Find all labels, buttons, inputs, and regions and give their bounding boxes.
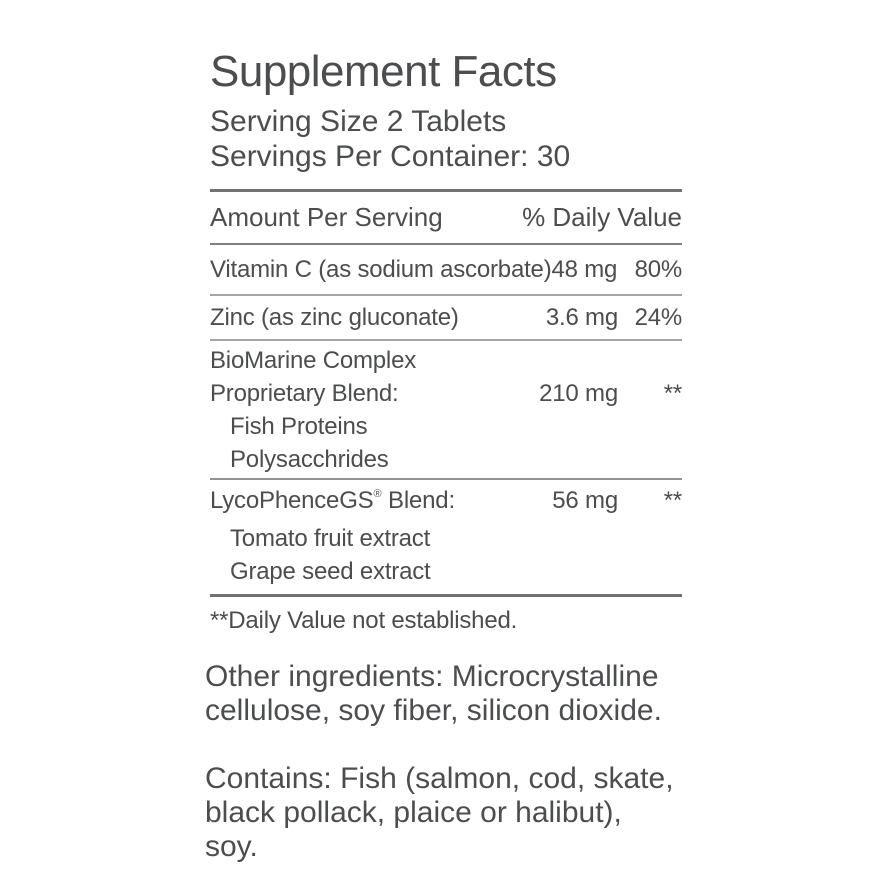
divider-header [210,243,682,245]
divider-row [210,478,682,480]
sub-ingredient-name: Fish Proteins [230,413,368,440]
blend-sub-item: Grape seed extract [210,555,682,588]
label-paragraphs: Other ingredients: Microcrystalline cell… [205,660,765,864]
blend-name-line: BioMarine Complex [210,344,682,377]
daily-value-footnote: **Daily Value not established. [210,607,518,634]
registered-trademark-symbol: ® [373,488,382,500]
divider-row [210,294,682,296]
blend-name: LycoPhenceGS® Blend: [210,484,488,522]
other-ingredients-line: Other ingredients: Microcrystalline [205,660,659,693]
supplement-facts-panel: Supplement Facts Serving Size 2 Tablets … [210,46,682,636]
ingredient-name: Vitamin C (as sodium ascorbate) [210,256,552,283]
contains-line: Contains: Fish (salmon, cod, skate, [205,762,674,795]
ingredient-amount: 48 mg [551,256,618,283]
ingredient-amount: 3.6 mg [545,304,618,331]
blend-amount-line: LycoPhenceGS® Blend: 56 mg ** [210,484,682,522]
divider-bottom [210,594,682,597]
ingredient-name: Zinc (as zinc gluconate) [210,304,459,331]
contains-line: black pollack, plaice or halibut), [205,796,622,829]
ingredient-daily-value: 24% [634,304,683,331]
table-header-row: Amount Per Serving % Daily Value [210,192,682,243]
ingredient-daily-value: ** [663,487,682,514]
blend-name-suffix: Blend: [381,487,455,514]
ingredient-daily-value: 80% [634,256,683,283]
table-row-biomarine-blend: BioMarine Complex Proprietary Blend: 210… [210,341,682,478]
blend-sub-item: Tomato fruit extract [210,522,682,555]
other-ingredients: Other ingredients: Microcrystalline cell… [205,660,765,728]
table-row-vitamin-c: Vitamin C (as sodium ascorbate) 48 mg 80… [210,245,682,294]
servings-per-container: Servings Per Container: 30 [210,140,571,173]
table-row-zinc: Zinc (as zinc gluconate) 3.6 mg 24% [210,296,682,339]
amount-per-serving-header: Amount Per Serving [210,202,443,232]
blend-amount-line: Proprietary Blend: 210 mg ** [210,377,682,410]
sub-ingredient-name: Tomato fruit extract [230,525,431,552]
divider-row [210,339,682,341]
table-row-lycophence-blend: LycoPhenceGS® Blend: 56 mg ** Tomato fru… [210,480,682,594]
blend-name: BioMarine Complex [210,347,417,374]
blend-sub-item: Polysacchrides [210,443,682,476]
ingredient-daily-value: ** [663,380,682,407]
ingredient-amount: 56 mg [552,487,618,514]
blend-sub-item: Fish Proteins [210,410,682,443]
divider-top [210,189,682,192]
daily-value-header: % Daily Value [522,202,682,232]
other-ingredients-line: cellulose, soy fiber, silicon dioxide. [205,694,662,727]
blend-name-text: LycoPhenceGS [210,487,374,514]
panel-title: Supplement Facts [210,47,557,96]
contains-line: soy. [205,830,258,863]
contains-statement: Contains: Fish (salmon, cod, skate, blac… [205,762,765,864]
sub-ingredient-name: Polysacchrides [230,446,389,473]
ingredient-amount: 210 mg [539,380,618,407]
serving-size: Serving Size 2 Tablets [210,105,507,138]
sub-ingredient-name: Grape seed extract [230,558,431,585]
blend-name: Proprietary Blend: [210,380,399,407]
